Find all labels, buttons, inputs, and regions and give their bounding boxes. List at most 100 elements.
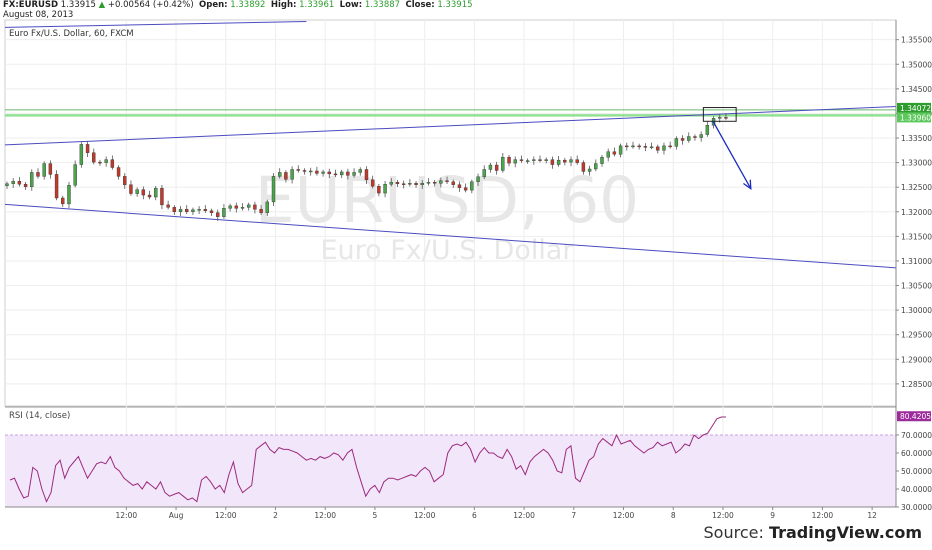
- candle: [36, 168, 40, 179]
- candle-body: [5, 183, 9, 186]
- candle: [191, 207, 195, 215]
- candle: [172, 205, 177, 215]
- candle: [79, 142, 84, 168]
- source-credit: Source: TradingView.com: [704, 523, 922, 542]
- candle-body: [594, 163, 598, 170]
- candle: [389, 178, 393, 187]
- candle-body: [247, 204, 251, 208]
- candle-body: [302, 170, 307, 172]
- time-axis: 12:00 Aug 12:00 2 12:00 5 12:00 6 12:00 7 12:00 8 12…: [5, 506, 896, 520]
- candle: [662, 142, 666, 155]
- candle: [346, 168, 350, 180]
- price-tick-label: 1.31000: [901, 257, 932, 266]
- candle-body: [370, 179, 375, 187]
- candle: [48, 160, 53, 179]
- candle-body: [42, 163, 46, 177]
- candle-body: [699, 134, 703, 138]
- candle-body: [296, 169, 300, 171]
- candle-body: [110, 159, 115, 168]
- price-tick-label: 1.29000: [901, 355, 932, 364]
- rsi-tick-label: 50.0000: [901, 467, 932, 476]
- candle: [556, 155, 561, 167]
- date-label: August 08, 2013: [3, 10, 74, 20]
- candle-body: [401, 183, 406, 185]
- candle-body: [240, 207, 245, 209]
- candle-body: [339, 171, 344, 176]
- candle: [445, 176, 449, 184]
- candle: [296, 165, 300, 173]
- candle: [581, 160, 586, 175]
- candle: [414, 181, 418, 188]
- candle-body: [259, 209, 263, 213]
- candle-body: [649, 146, 654, 149]
- candle-body: [587, 168, 592, 172]
- candle-body: [277, 172, 282, 177]
- candle: [259, 205, 263, 215]
- candle-body: [414, 183, 418, 185]
- candle-body: [364, 169, 369, 181]
- candle-body: [383, 184, 387, 194]
- candle-body: [23, 184, 28, 187]
- candle: [420, 180, 424, 189]
- candle: [674, 136, 679, 150]
- candle: [618, 143, 623, 158]
- time-tick-label: 8: [671, 511, 676, 520]
- candle: [271, 173, 276, 207]
- candle: [525, 158, 530, 164]
- watermark-name: Euro Fx/U.S. Dollar: [321, 235, 575, 266]
- candle-body: [346, 171, 350, 176]
- candle: [277, 168, 282, 179]
- candle: [197, 206, 201, 214]
- candle-body: [705, 125, 710, 135]
- candle: [637, 143, 641, 150]
- time-tick-label: 6: [472, 511, 477, 520]
- symbol: FX:EURUSD: [3, 0, 59, 10]
- candle: [401, 180, 406, 189]
- projection-arrow-head: [743, 179, 752, 190]
- candle-body: [166, 204, 170, 208]
- candle: [308, 167, 313, 176]
- candle: [284, 170, 288, 183]
- watermark: EURUSD, 60 Euro Fx/U.S. Dollar: [255, 164, 640, 266]
- candle: [594, 159, 598, 172]
- candle: [693, 134, 697, 141]
- candle: [507, 154, 511, 167]
- candle-body: [315, 170, 319, 174]
- candle: [123, 173, 127, 189]
- candle-body: [54, 174, 59, 199]
- trend-line-2: [4, 20, 307, 28]
- candle: [104, 156, 108, 167]
- candle-body: [129, 184, 133, 194]
- candle: [315, 166, 319, 176]
- candle: [643, 143, 648, 152]
- rsi-tick-label: 30.0000: [901, 503, 932, 512]
- candle: [240, 203, 245, 211]
- candle-body: [178, 209, 183, 212]
- candle: [290, 166, 294, 184]
- candle-body: [674, 138, 679, 147]
- time-tick-label: 12:00: [812, 511, 834, 520]
- candle: [470, 179, 474, 194]
- candle-body: [463, 187, 468, 191]
- candle-body: [48, 163, 53, 175]
- candle-body: [92, 152, 96, 163]
- candle: [11, 178, 15, 188]
- time-tick-label: 12: [867, 511, 877, 520]
- rsi-axis: 70.0000 60.0000 50.0000 40.0000 30.0000 80.42…: [896, 411, 932, 512]
- candle: [649, 142, 654, 150]
- price-tick-label: 1.33500: [901, 134, 932, 143]
- price-tick-label: 1.31500: [901, 232, 932, 241]
- price-tick-label: 1.32000: [901, 208, 932, 217]
- candle-body: [656, 146, 660, 151]
- candle-body: [643, 146, 648, 148]
- candle-body: [718, 117, 722, 119]
- candle-body: [662, 145, 666, 151]
- low-label: Low:: [339, 0, 363, 10]
- candle: [116, 165, 121, 180]
- candle: [85, 141, 90, 157]
- trend-line-1: [4, 203, 897, 269]
- candle: [234, 202, 239, 213]
- candle: [141, 186, 146, 200]
- rsi-current-badge: [897, 411, 931, 422]
